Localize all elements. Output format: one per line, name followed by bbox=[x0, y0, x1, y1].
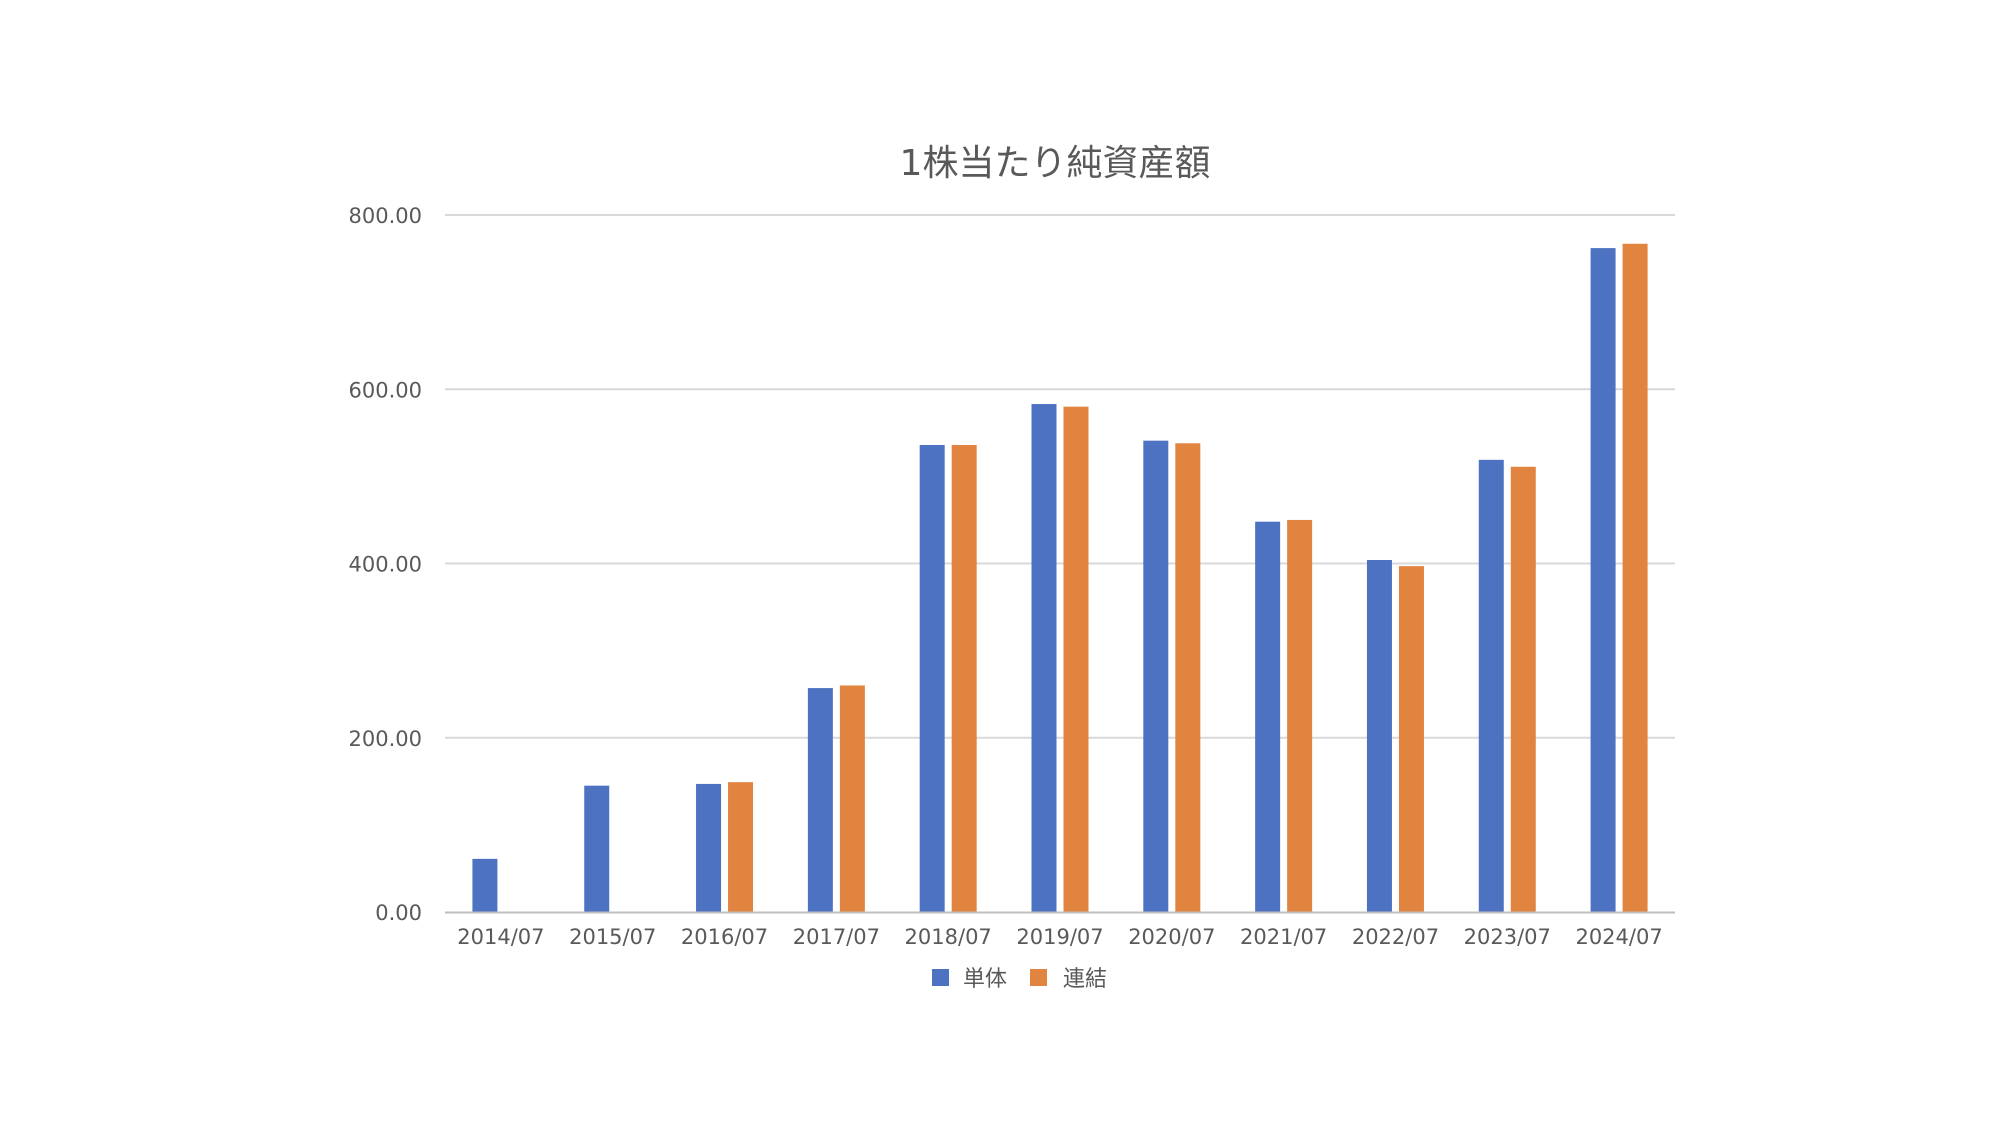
bar-連結-2016/07 bbox=[728, 782, 754, 912]
x-tick-label: 2021/07 bbox=[1240, 925, 1327, 949]
bar-単体-2024/07 bbox=[1590, 248, 1616, 913]
bar-連結-2022/07 bbox=[1398, 566, 1424, 912]
x-tick-label: 2016/07 bbox=[681, 925, 768, 949]
bars bbox=[472, 243, 1648, 913]
bar-連結-2019/07 bbox=[1063, 406, 1089, 912]
bar-単体-2014/07 bbox=[472, 858, 498, 912]
bar-単体-2018/07 bbox=[919, 445, 945, 912]
bar-単体-2016/07 bbox=[696, 783, 722, 912]
y-tick-label: 600.00 bbox=[349, 378, 422, 402]
x-tick-label: 2017/07 bbox=[793, 925, 880, 949]
x-axis-ticks: 2014/07 2015/07 2016/07 2017/07 2018/07 2019/… bbox=[457, 925, 1662, 949]
bar-連結-2017/07 bbox=[839, 685, 865, 912]
bar-単体-2019/07 bbox=[1031, 404, 1057, 912]
bar-連結-2024/07 bbox=[1622, 243, 1648, 913]
bar-連結-2023/07 bbox=[1510, 466, 1536, 912]
bar-単体-2023/07 bbox=[1478, 459, 1504, 912]
bar-単体-2015/07 bbox=[584, 785, 610, 912]
bar-連結-2020/07 bbox=[1175, 443, 1201, 912]
x-tick-label: 2023/07 bbox=[1464, 925, 1551, 949]
x-tick-label: 2014/07 bbox=[457, 925, 544, 949]
bar-単体-2017/07 bbox=[807, 688, 833, 912]
bar-単体-2022/07 bbox=[1366, 560, 1392, 912]
legend-label: 単体 bbox=[963, 967, 1007, 992]
bar-連結-2021/07 bbox=[1287, 519, 1313, 912]
x-tick-label: 2018/07 bbox=[905, 925, 992, 949]
y-axis-ticks: 0.00 200.00 400.00 600.00 800.00 bbox=[349, 204, 422, 925]
x-tick-label: 2019/07 bbox=[1016, 925, 1103, 949]
gridlines bbox=[445, 214, 1675, 739]
bar-単体-2021/07 bbox=[1255, 521, 1281, 912]
legend-swatch-単体 bbox=[932, 969, 949, 986]
y-tick-label: 800.00 bbox=[349, 204, 422, 228]
x-tick-label: 2015/07 bbox=[569, 925, 656, 949]
legend: 単体 連結 bbox=[932, 967, 1107, 992]
y-tick-label: 400.00 bbox=[349, 553, 422, 577]
legend-label: 連結 bbox=[1063, 967, 1107, 992]
chart-title: 1株当たり純資産額 bbox=[900, 143, 1211, 184]
bar-連結-2018/07 bbox=[951, 445, 977, 912]
bar-単体-2020/07 bbox=[1143, 440, 1169, 912]
y-tick-label: 0.00 bbox=[375, 901, 422, 925]
x-tick-label: 2024/07 bbox=[1575, 925, 1662, 949]
y-tick-label: 200.00 bbox=[349, 727, 422, 751]
x-tick-label: 2022/07 bbox=[1352, 925, 1439, 949]
x-tick-label: 2020/07 bbox=[1128, 925, 1215, 949]
legend-swatch-連結 bbox=[1030, 969, 1047, 986]
